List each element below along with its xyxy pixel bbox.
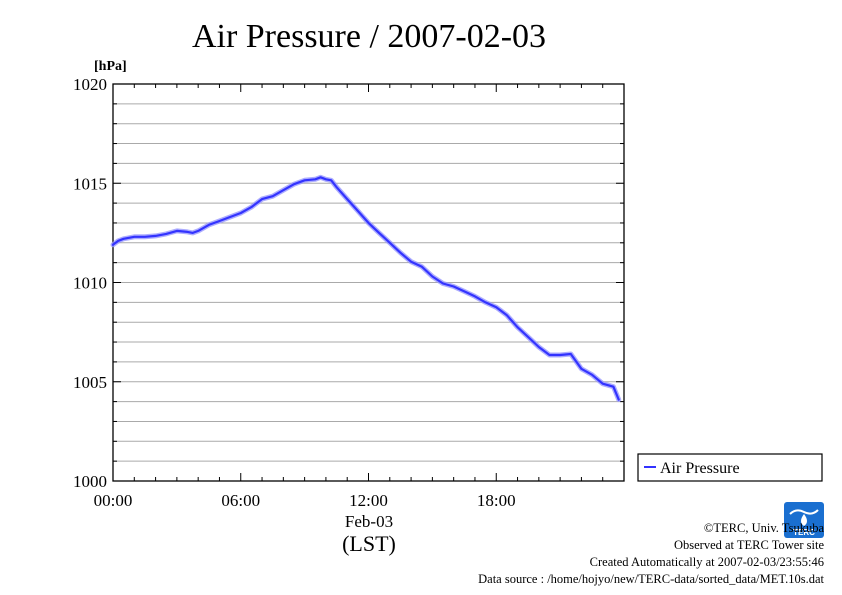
y-tick-label: 1015 bbox=[73, 174, 107, 193]
legend-box bbox=[637, 453, 823, 482]
legend-label: Air Pressure bbox=[660, 460, 740, 477]
footer-source: Data source : /home/hojyo/new/TERC-data/… bbox=[478, 572, 824, 586]
x-axis-date-label: Feb-03 bbox=[345, 512, 393, 531]
terc-logo-text: TERC bbox=[793, 528, 815, 537]
x-tick-label: 18:00 bbox=[477, 491, 516, 510]
series-line-air-pressure bbox=[111, 176, 620, 401]
y-tick-label: 1000 bbox=[73, 472, 107, 491]
y-tick-labels: 1000 1005 1010 1015 1020 bbox=[73, 75, 107, 491]
y-axis-unit: [hPa] bbox=[94, 59, 127, 74]
footer-info: ©TERC, Univ. Tsukuba Observed at TERC To… bbox=[478, 520, 824, 588]
series-line-halo bbox=[110, 174, 622, 403]
axis-tick-marks bbox=[112, 83, 625, 482]
terc-logo-wave bbox=[789, 509, 819, 515]
x-tick-label: 12:00 bbox=[349, 491, 388, 510]
y-tick-label: 1020 bbox=[73, 75, 107, 94]
chart-title: Air Pressure / 2007-02-03 bbox=[192, 18, 546, 55]
x-axis-timezone-label: (LST) bbox=[342, 531, 396, 556]
terc-logo: TERC bbox=[784, 502, 824, 538]
y-tick-label: 1005 bbox=[73, 373, 107, 392]
terc-logo-drop-icon bbox=[801, 514, 807, 526]
footer-created: Created Automatically at 2007-02-03/23:5… bbox=[589, 555, 824, 569]
legend: Air Pressure bbox=[637, 453, 823, 482]
x-tick-labels: 00:00 06:00 12:00 18:00 bbox=[94, 491, 516, 510]
grid-lines bbox=[113, 103, 624, 462]
x-tick-label: 06:00 bbox=[221, 491, 260, 510]
footer-copyright: ©TERC, Univ. Tsukuba bbox=[703, 521, 824, 535]
y-tick-label: 1010 bbox=[73, 274, 107, 293]
series-layer bbox=[110, 174, 622, 403]
x-tick-label: 00:00 bbox=[94, 491, 133, 510]
footer-observed: Observed at TERC Tower site bbox=[673, 538, 824, 552]
